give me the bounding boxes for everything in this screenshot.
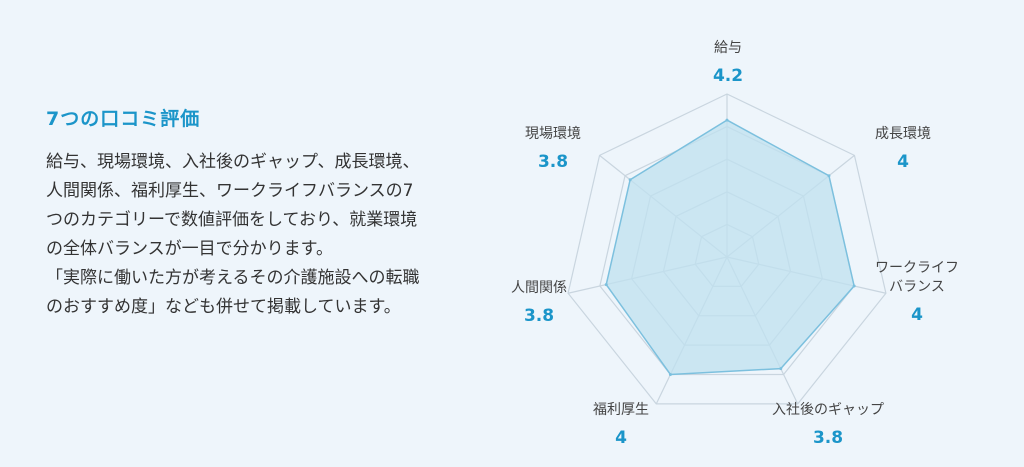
data-point [668, 372, 672, 376]
data-point [852, 284, 856, 288]
data-point [628, 178, 632, 182]
axis-score: 4.2 [713, 66, 743, 86]
description-line: のおすすめ度」なども併せて掲載しています。 [46, 297, 401, 317]
data-point [827, 174, 831, 178]
axis-score: 4 [615, 428, 627, 448]
section-description: 給与、現場環境、入社後のギャップ、成長環境、 人間関係、福利厚生、ワークライフバ… [46, 148, 466, 322]
data-point [604, 283, 608, 287]
axis-label: 人間関係 [511, 280, 567, 296]
axis-score: 4 [897, 152, 909, 172]
data-point [725, 118, 729, 122]
axis-label: 入社後のギャップ [772, 402, 884, 418]
axis-score: 3.8 [813, 428, 843, 448]
axis-label: 成長環境 [875, 126, 931, 142]
axis-score: 3.8 [538, 152, 568, 172]
description-line: 人間関係、福利厚生、ワークライフバランスの7 [46, 181, 414, 201]
axis-label: 現場環境 [525, 126, 581, 142]
description-line: つのカテゴリーで数値評価をしており、就業環境 [46, 210, 418, 230]
axis-label: ワークライフ [875, 260, 959, 276]
axis-label: バランス [889, 279, 945, 295]
data-area [605, 119, 855, 376]
grid-ring [567, 93, 887, 405]
axis-score: 4 [911, 305, 923, 325]
axis-score: 3.8 [524, 306, 554, 326]
data-point [779, 367, 783, 371]
description-line: の全体バランスが一目で分かります。 [46, 239, 333, 259]
section-title: 7つの口コミ評価 [46, 108, 201, 130]
description-line: 「実際に働いた方が考えるその介護施設への転職 [46, 268, 420, 288]
axis-label: 給与 [714, 40, 742, 56]
description-line: 給与、現場環境、入社後のギャップ、成長環境、 [46, 152, 420, 172]
axis-label: 福利厚生 [593, 402, 649, 418]
